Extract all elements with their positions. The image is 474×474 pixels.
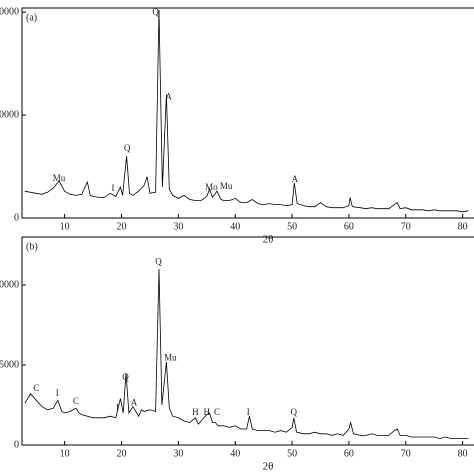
peak-label: H <box>192 407 199 417</box>
pattern-line <box>24 268 469 440</box>
x-tick-label: 10 <box>60 221 70 232</box>
peak-label: I <box>56 388 59 398</box>
x-tick-label: 60 <box>344 221 354 232</box>
peak-label: I <box>116 402 119 412</box>
x-axis-label: 2θ <box>263 461 274 473</box>
panel-label: (a) <box>26 12 37 23</box>
x-axis-label: 2θ <box>263 234 274 246</box>
peak-label: I <box>247 407 250 417</box>
peak-label: I <box>111 183 114 193</box>
peak-label: C <box>33 383 39 393</box>
peak-label: Q <box>124 143 131 153</box>
peak-label: C <box>73 396 79 406</box>
y-tick-label: 0000 <box>0 279 19 290</box>
x-tick-label: 80 <box>458 221 468 232</box>
x-tick-label: 20 <box>116 448 126 459</box>
y-tick-label: 0 <box>14 439 19 450</box>
x-tick-label: 40 <box>230 448 240 459</box>
peak-label: Q <box>152 7 159 17</box>
y-tick-label: 0000 <box>0 6 19 17</box>
x-tick-label: 20 <box>116 221 126 232</box>
x-tick-label: 80 <box>458 448 468 459</box>
peak-label: Mu <box>220 181 233 191</box>
y-tick-label: 5000 <box>0 359 19 370</box>
x-tick-label: 30 <box>173 448 183 459</box>
peak-label: Mu <box>164 353 177 363</box>
x-tick-label: 50 <box>287 221 297 232</box>
peak-label: A <box>165 92 172 102</box>
peak-label: A <box>292 174 299 184</box>
plot-frame <box>21 236 474 446</box>
peak-label: A <box>131 397 138 407</box>
y-tick-label: 0 <box>14 212 19 223</box>
pattern-line <box>24 10 469 213</box>
peak-label: Mu <box>53 173 66 183</box>
x-tick-label: 70 <box>401 221 411 232</box>
panel-label: (b) <box>26 241 38 252</box>
x-tick-label: 70 <box>401 448 411 459</box>
y-tick-label: 0000 <box>0 109 19 120</box>
x-tick-label: 60 <box>344 448 354 459</box>
peak-label: H <box>204 407 211 417</box>
plot-frame <box>21 7 474 219</box>
peak-label: Mo <box>205 182 218 192</box>
x-tick-label: 10 <box>60 448 70 459</box>
x-tick-label: 50 <box>287 448 297 459</box>
peak-label: Q <box>122 372 129 382</box>
peak-label: C <box>214 407 220 417</box>
x-tick-label: 40 <box>230 221 240 232</box>
peak-label: Q <box>291 407 298 417</box>
x-tick-label: 30 <box>173 221 183 232</box>
peak-label: Q <box>155 257 162 267</box>
